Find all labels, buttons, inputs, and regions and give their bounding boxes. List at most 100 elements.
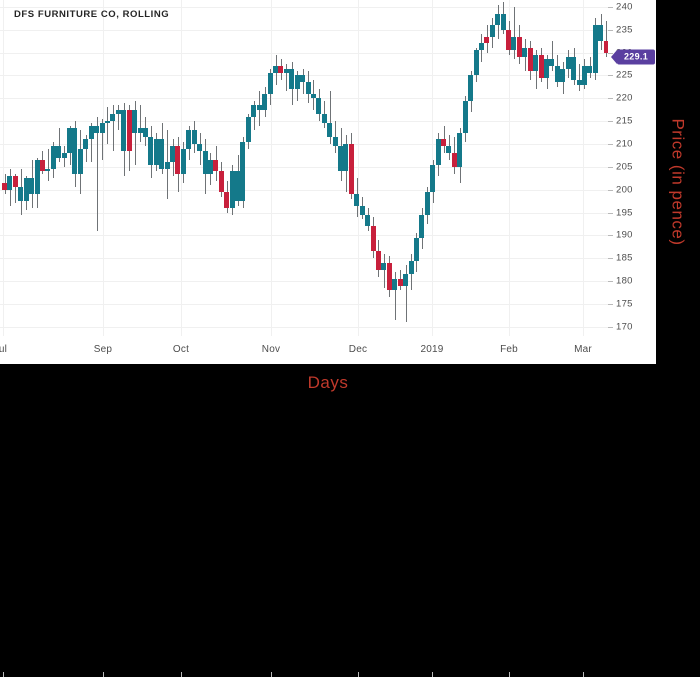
candle-body[interactable] — [235, 171, 241, 202]
candle-body[interactable] — [29, 178, 35, 195]
candle-body[interactable] — [61, 153, 67, 158]
candle-body[interactable] — [289, 68, 295, 90]
candle-body[interactable] — [137, 128, 143, 133]
candle-body[interactable] — [457, 132, 463, 167]
candle-body[interactable] — [148, 137, 154, 165]
candle-body[interactable] — [348, 144, 354, 195]
candle-body[interactable] — [430, 164, 436, 192]
candle-body[interactable] — [408, 260, 414, 275]
candle-body[interactable] — [50, 146, 56, 170]
candle-body[interactable] — [592, 25, 598, 74]
candle-body[interactable] — [506, 29, 512, 51]
candle-body[interactable] — [251, 105, 257, 117]
candle-body[interactable] — [207, 160, 213, 174]
candle-body[interactable] — [34, 160, 40, 195]
candle-body[interactable] — [305, 82, 311, 94]
candle-body[interactable] — [375, 251, 381, 270]
candle-body[interactable] — [180, 148, 186, 174]
candle-body[interactable] — [413, 237, 419, 261]
candle-body[interactable] — [262, 93, 268, 110]
plot-area[interactable]: DFS FURNITURE CO, ROLLING — [0, 0, 608, 336]
candle-body[interactable] — [446, 146, 452, 154]
candle-body[interactable] — [478, 43, 484, 51]
candle-body[interactable] — [310, 93, 316, 99]
candle-body[interactable] — [126, 109, 132, 151]
candle-body[interactable] — [473, 50, 479, 76]
candle-body[interactable] — [554, 66, 560, 83]
candle-body[interactable] — [45, 169, 51, 172]
candle-body[interactable] — [2, 182, 7, 190]
candle-body[interactable] — [603, 41, 608, 53]
candle-body[interactable] — [565, 57, 571, 69]
candle-body[interactable] — [527, 48, 533, 71]
candle-body[interactable] — [39, 160, 45, 172]
candle-body[interactable] — [94, 125, 100, 133]
candle-body[interactable] — [451, 153, 457, 167]
candle-body[interactable] — [327, 123, 333, 138]
candle-body[interactable] — [159, 139, 165, 170]
candle-body[interactable] — [115, 109, 121, 115]
candle-body[interactable] — [121, 109, 127, 151]
candle-body[interactable] — [576, 80, 582, 85]
candle-body[interactable] — [7, 176, 13, 190]
x-axis[interactable]: ul Sep Oct Nov Dec 2019 Feb Mar — [0, 336, 656, 677]
candle-body[interactable] — [516, 36, 522, 58]
candle-body[interactable] — [56, 146, 62, 158]
candle-body[interactable] — [278, 66, 284, 74]
price-marker-badge[interactable]: 229.1 — [617, 49, 655, 65]
candle-body[interactable] — [397, 278, 403, 286]
candle-body[interactable] — [72, 128, 78, 174]
candle-body[interactable] — [538, 54, 544, 78]
candle-body[interactable] — [191, 130, 197, 144]
candle-body[interactable] — [403, 274, 409, 286]
candle-body[interactable] — [338, 146, 344, 172]
candle-body[interactable] — [218, 171, 224, 192]
candle-body[interactable] — [12, 176, 18, 188]
candle-body[interactable] — [419, 214, 425, 238]
candle-body[interactable] — [424, 192, 430, 215]
candle-body[interactable] — [67, 128, 73, 154]
candle-body[interactable] — [381, 262, 387, 270]
candle-body[interactable] — [343, 144, 349, 172]
candle-body[interactable] — [370, 226, 376, 252]
candle-body[interactable] — [489, 25, 495, 37]
candle-body[interactable] — [110, 114, 116, 122]
candle-body[interactable] — [142, 128, 148, 138]
candle-body[interactable] — [132, 109, 138, 133]
candle-body[interactable] — [23, 178, 29, 202]
candle-body[interactable] — [175, 146, 181, 174]
candle-body[interactable] — [386, 262, 392, 291]
candle-body[interactable] — [316, 98, 322, 115]
candle-body[interactable] — [77, 148, 83, 174]
candle-body[interactable] — [468, 75, 474, 101]
candle-body[interactable] — [587, 66, 593, 74]
candle-body[interactable] — [332, 137, 338, 147]
candle-body[interactable] — [294, 75, 300, 90]
candle-body[interactable] — [300, 75, 306, 83]
candle-body[interactable] — [256, 105, 262, 110]
candle-body[interactable] — [495, 13, 501, 26]
candle-body[interactable] — [571, 57, 577, 80]
candle-body[interactable] — [581, 66, 587, 85]
candle-body[interactable] — [462, 100, 468, 133]
candle-body[interactable] — [273, 66, 278, 74]
candle-body[interactable] — [365, 214, 371, 227]
candle-body[interactable] — [441, 139, 447, 147]
candle-body[interactable] — [560, 68, 566, 83]
candle-body[interactable] — [229, 171, 235, 208]
candle-body[interactable] — [245, 116, 251, 142]
candle-body[interactable] — [354, 194, 360, 206]
candle-body[interactable] — [99, 123, 105, 133]
candle-body[interactable] — [283, 68, 289, 74]
candle-body[interactable] — [435, 139, 441, 165]
candle-body[interactable] — [186, 130, 192, 149]
candle-body[interactable] — [240, 141, 246, 202]
candle-body[interactable] — [549, 59, 555, 67]
candle-body[interactable] — [533, 54, 539, 71]
candle-body[interactable] — [359, 205, 365, 215]
candle-body[interactable] — [104, 121, 110, 124]
candle-body[interactable] — [213, 160, 219, 172]
candle-body[interactable] — [197, 144, 203, 151]
candle-body[interactable] — [598, 25, 604, 42]
candle-body[interactable] — [164, 162, 170, 170]
